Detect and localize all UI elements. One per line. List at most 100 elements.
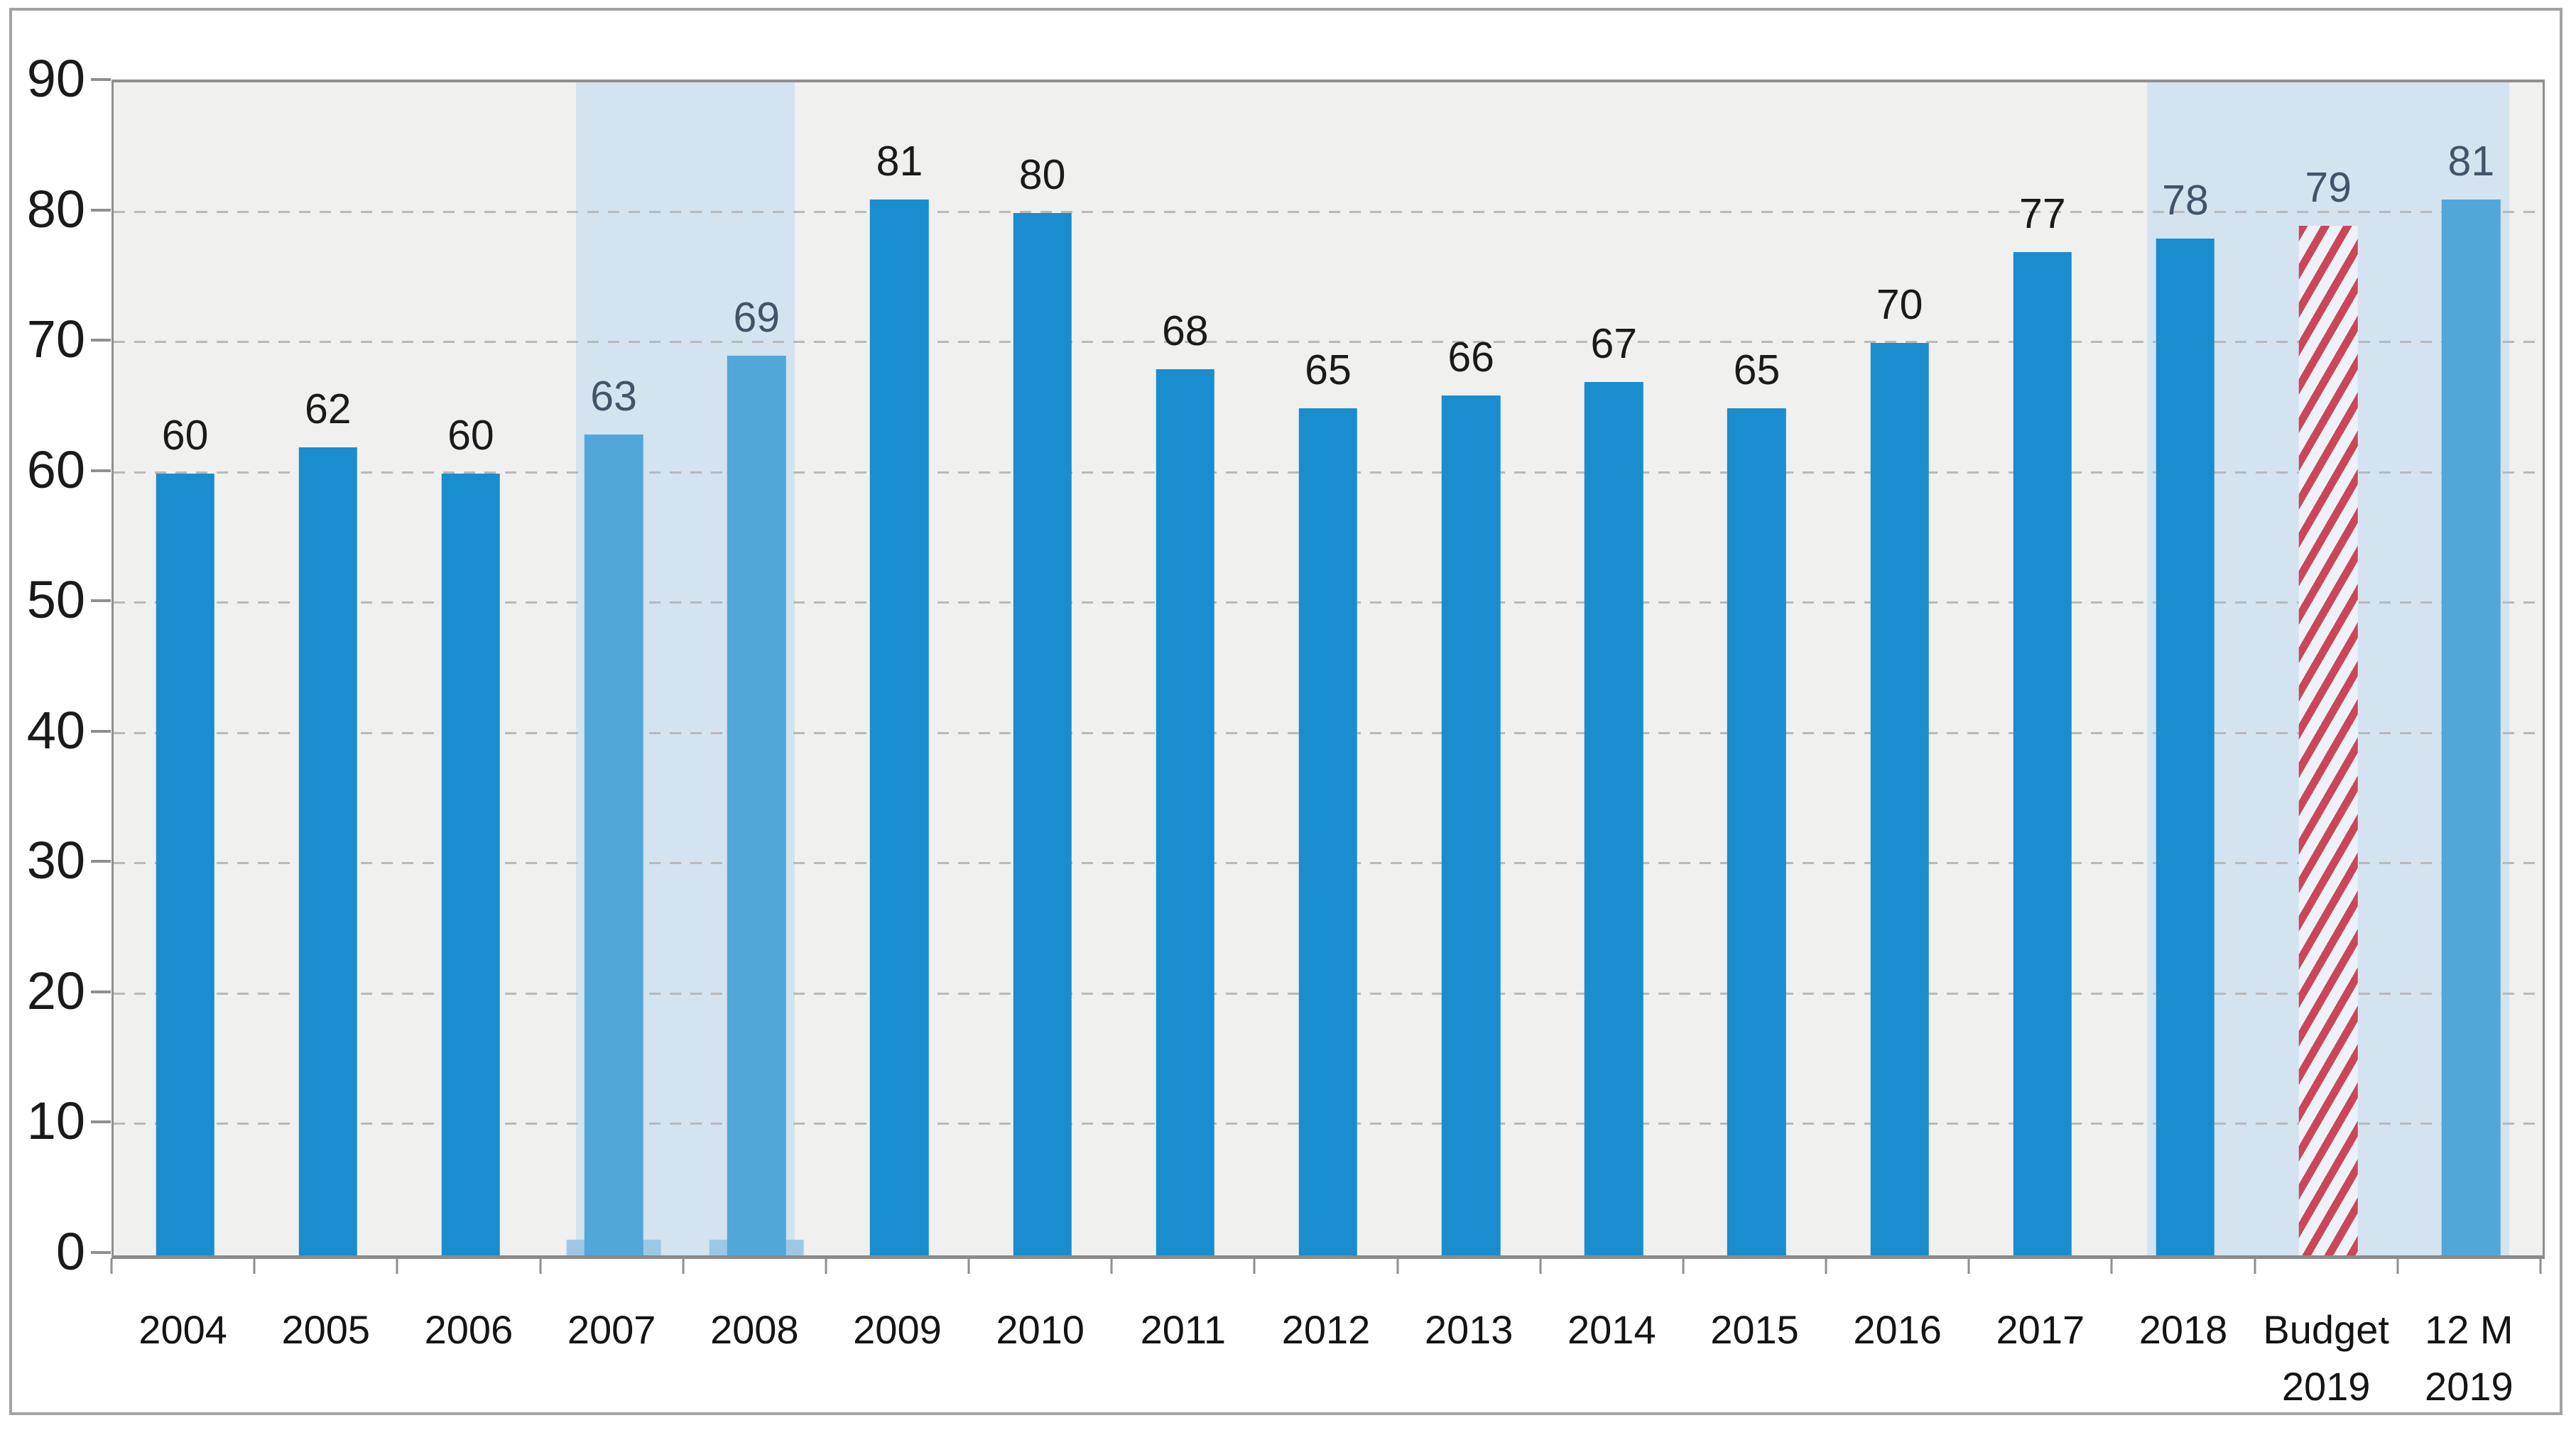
x-axis-label-2008: 2008 <box>710 1307 799 1352</box>
value-label: 66 <box>1447 333 1494 381</box>
y-axis-label-40: 40 <box>26 700 85 760</box>
x-axis-tick <box>1967 1258 1970 1274</box>
value-label: 60 <box>161 411 209 459</box>
value-label: 77 <box>2019 190 2066 237</box>
x-axis-tick <box>253 1258 256 1274</box>
y-axis-label-60: 60 <box>26 440 85 499</box>
value-label: 70 <box>1876 281 1923 329</box>
y-axis-tick-70 <box>91 339 111 342</box>
category-column-2009: 81 <box>828 82 971 1255</box>
value-label: 60 <box>447 411 494 459</box>
y-axis-tick-60 <box>91 469 111 472</box>
x-axis-tick <box>825 1258 827 1274</box>
bar-2004 <box>156 473 214 1255</box>
x-axis-tick <box>396 1258 398 1274</box>
x-axis-label-2015: 2015 <box>1710 1307 1799 1352</box>
x-axis-label-2007: 2007 <box>567 1307 656 1352</box>
bar-2013 <box>1441 395 1501 1255</box>
value-label: 81 <box>2447 138 2495 185</box>
bar-2005 <box>298 447 357 1255</box>
category-column-2012: 65 <box>1256 82 1399 1255</box>
y-axis-tick-0 <box>91 1251 111 1254</box>
y-axis-tick-10 <box>91 1120 111 1124</box>
x-axis-label-2014: 2014 <box>1567 1307 1656 1352</box>
bar-2015 <box>1727 408 1786 1255</box>
value-label: 69 <box>733 294 781 342</box>
x-axis-tick <box>1682 1258 1685 1274</box>
value-label: 81 <box>876 138 923 185</box>
x-axis-tick <box>1253 1258 1256 1274</box>
value-label: 79 <box>2305 163 2352 211</box>
y-axis-label-70: 70 <box>26 309 85 369</box>
bar-2007 <box>584 434 643 1255</box>
category-column-2010: 80 <box>971 82 1114 1255</box>
y-axis-tick-40 <box>91 729 111 733</box>
gridline-70 <box>114 341 2543 344</box>
category-column-2016: 70 <box>1828 82 1971 1255</box>
x-axis-ticks <box>110 1258 2542 1274</box>
category-column-2004: 60 <box>114 82 256 1255</box>
x-axis-label-2005: 2005 <box>281 1307 371 1352</box>
value-label: 67 <box>1590 320 1638 368</box>
category-column-2011: 68 <box>1114 82 1256 1255</box>
bar-12-M-2019 <box>2442 200 2501 1255</box>
category-column-2007: 63 <box>543 82 685 1255</box>
value-label: 65 <box>1305 346 1352 393</box>
x-axis-tick <box>1539 1258 1542 1274</box>
category-column-2015: 65 <box>1685 82 1828 1255</box>
x-axis-label-2016: 2016 <box>1853 1307 1942 1352</box>
x-axis-label-Budget-2019: Budget 2019 <box>2263 1307 2389 1409</box>
x-axis-tick <box>2254 1258 2256 1274</box>
bar-2014 <box>1585 382 1643 1255</box>
x-axis-label-2011: 2011 <box>1140 1307 1226 1352</box>
bar-2012 <box>1298 408 1358 1255</box>
x-axis-tick <box>1825 1258 1827 1274</box>
category-column-2018: 78 <box>2114 82 2256 1255</box>
y-axis-label-80: 80 <box>26 179 85 239</box>
y-axis-label-90: 90 <box>26 48 85 108</box>
value-label: 80 <box>1018 151 1066 198</box>
bar-columns: 60 62 60 63 69 81 80 68 65 66 67 65 70 77 78 79 81 <box>114 82 2543 1255</box>
x-axis-label-2018: 2018 <box>2138 1307 2228 1352</box>
x-axis-tick <box>539 1258 542 1274</box>
y-axis-label-10: 10 <box>26 1091 85 1151</box>
category-column-2013: 66 <box>1400 82 1543 1255</box>
y-axis-labels: 0 10 20 30 40 50 60 70 80 90 <box>0 49 85 1281</box>
y-axis-ticks <box>91 78 111 1254</box>
x-axis-label-2009: 2009 <box>853 1307 942 1352</box>
value-label: 78 <box>2162 177 2209 224</box>
value-label: 63 <box>590 372 637 420</box>
x-axis-label-2013: 2013 <box>1424 1307 1513 1352</box>
x-axis-label-2004: 2004 <box>138 1307 227 1352</box>
x-axis-tick <box>1396 1258 1399 1274</box>
x-axis-tick <box>1110 1258 1113 1274</box>
category-column-2014: 67 <box>1543 82 1685 1255</box>
x-axis-label-2006: 2006 <box>424 1307 513 1352</box>
bar-2016 <box>1870 343 1929 1255</box>
x-axis-tick <box>110 1258 113 1274</box>
bar-2017 <box>2013 251 2072 1255</box>
y-axis-tick-50 <box>91 599 111 603</box>
bar-2008 <box>727 356 786 1255</box>
gridline-80 <box>114 210 2543 213</box>
value-label: 68 <box>1161 307 1209 354</box>
bar-2018 <box>2156 239 2215 1255</box>
y-axis-label-20: 20 <box>26 961 85 1020</box>
bar-Budget-2019 <box>2298 225 2358 1255</box>
bar-2011 <box>1156 369 1215 1255</box>
category-column-12-M-2019: 81 <box>2400 82 2543 1255</box>
x-axis-labels: 2004 2005 2006 2007 2008 2009 2010 2011 2012 2013… <box>112 1302 2540 1414</box>
plot-area: 60 62 60 63 69 81 80 68 65 66 67 65 70 77 78 79 81 <box>112 80 2545 1259</box>
x-axis-label-2017: 2017 <box>1996 1307 2085 1352</box>
x-axis-label-2010: 2010 <box>996 1307 1085 1352</box>
y-axis-label-0: 0 <box>55 1221 85 1281</box>
y-axis-label-30: 30 <box>26 831 85 890</box>
category-column-Budget-2019: 79 <box>2257 82 2400 1255</box>
x-axis-tick <box>2110 1258 2113 1274</box>
x-axis-tick <box>2396 1258 2399 1274</box>
category-column-2017: 77 <box>1971 82 2114 1255</box>
bar-2009 <box>870 200 929 1255</box>
value-label: 65 <box>1733 346 1781 393</box>
category-column-2008: 69 <box>685 82 828 1255</box>
